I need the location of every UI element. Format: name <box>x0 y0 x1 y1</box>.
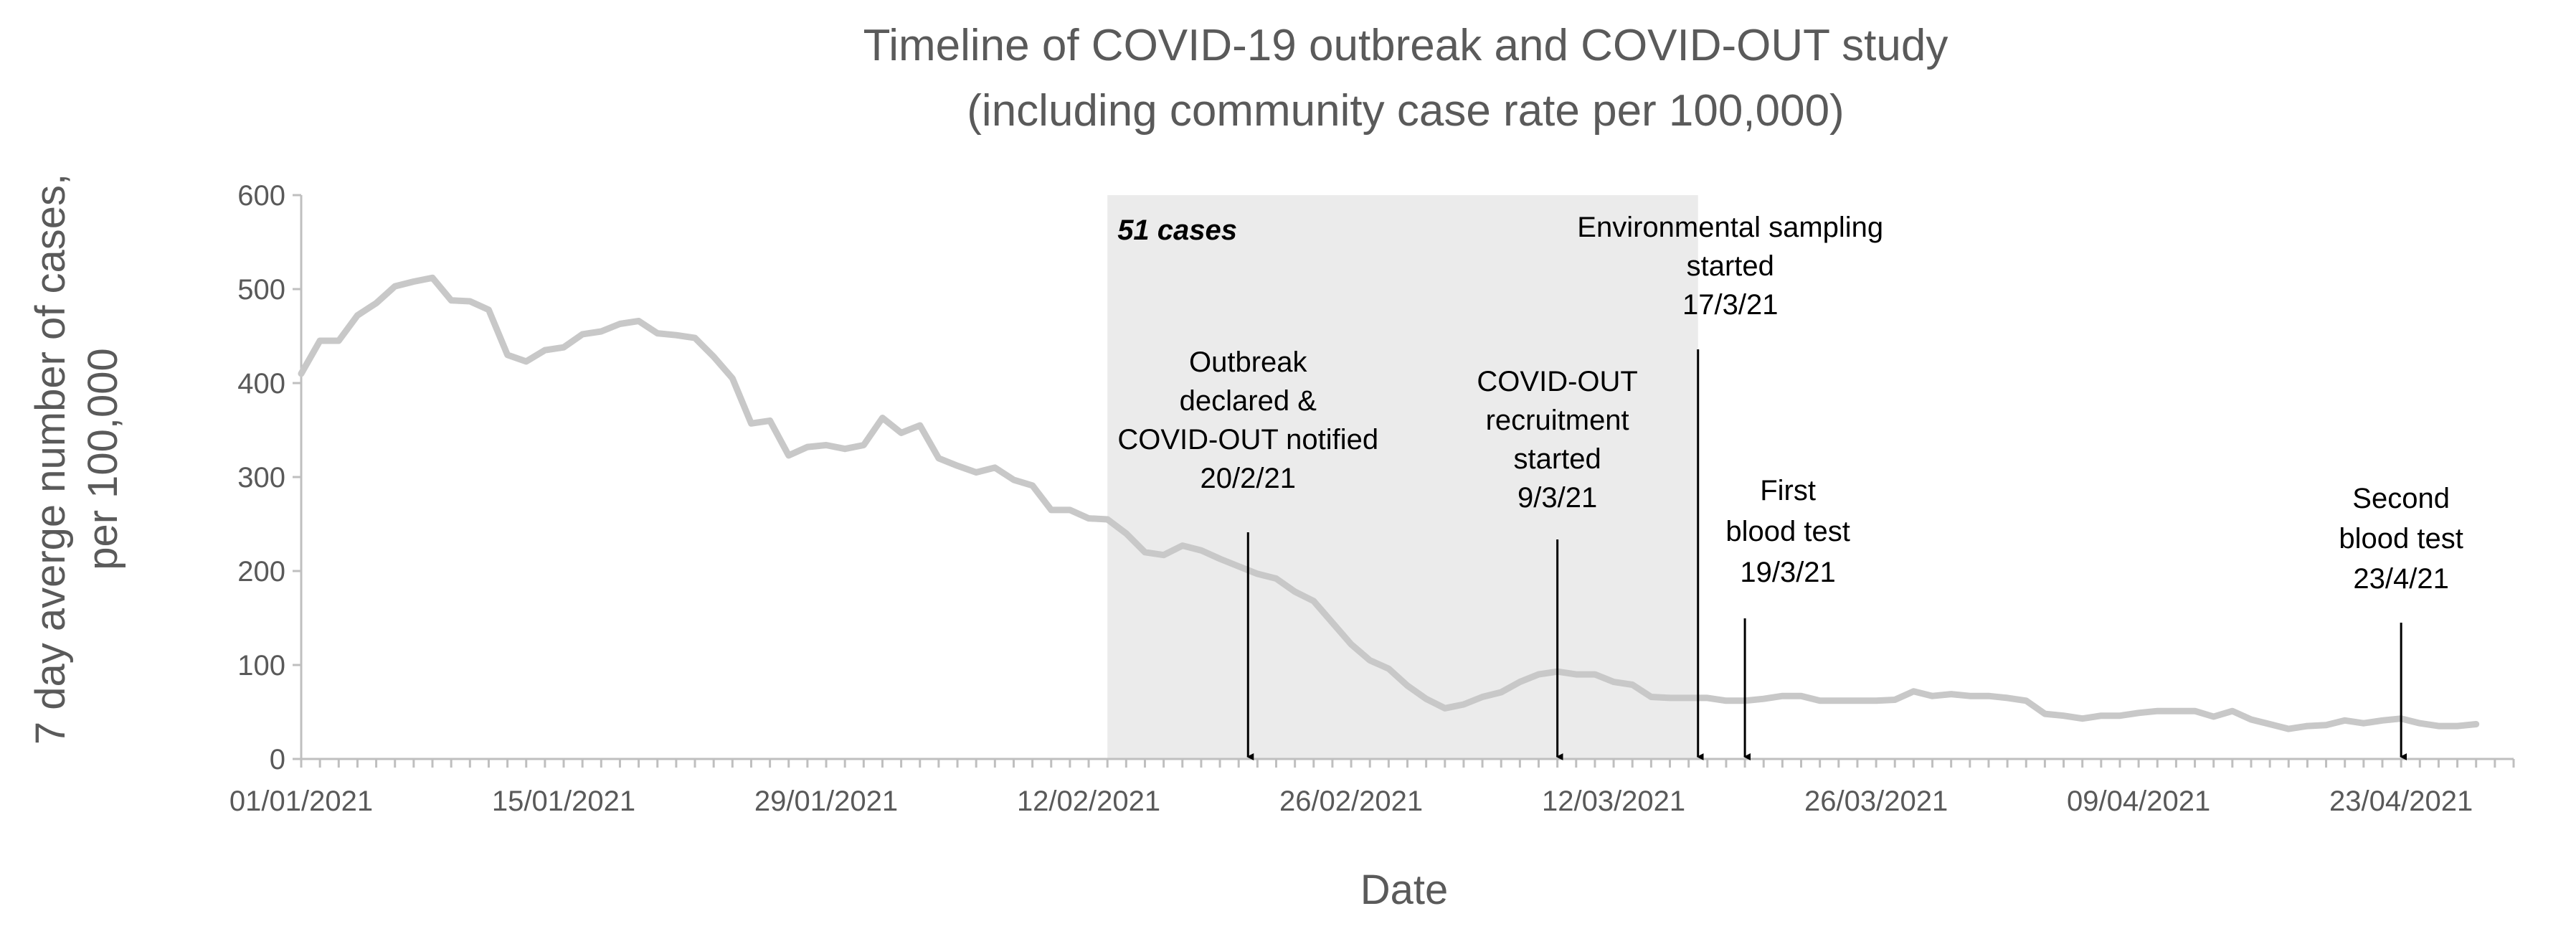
outbreak-shaded-region: 51 cases <box>1107 195 1698 759</box>
y-axis-title: 7 day averge number of cases, per 100,00… <box>27 174 126 745</box>
annotation-label: declared & <box>1180 385 1317 417</box>
annotations: Outbreak declared & COVID-OUT notified 20/2… <box>1117 212 2463 760</box>
x-tick-label: 26/03/2021 <box>1804 786 1948 817</box>
y-tick-label: 400 <box>237 368 285 400</box>
y-tick-label: 500 <box>237 274 285 306</box>
x-tick-label: 26/02/2021 <box>1279 786 1423 817</box>
annotation-label: blood test <box>1725 516 1850 547</box>
annotation-label: started <box>1514 443 1601 475</box>
y-tick-label: 300 <box>237 462 285 494</box>
series <box>298 274 2480 732</box>
annotation-label: COVID-OUT notified <box>1117 424 1378 456</box>
annotation-label: recruitment <box>1486 405 1629 436</box>
annotation-label: started <box>1687 250 1774 282</box>
annotation-label: 19/3/21 <box>1740 557 1835 588</box>
x-tick-label: 23/04/2021 <box>2329 786 2473 817</box>
chart-title-line-2: (including community case rate per 100,0… <box>967 86 1844 136</box>
y-tick-label: 600 <box>237 180 285 212</box>
x-tick-label: 29/01/2021 <box>754 786 898 817</box>
shaded-region-rect <box>1107 195 1698 759</box>
x-tick-label: 12/02/2021 <box>1017 786 1160 817</box>
annotation-label: First <box>1760 475 1816 506</box>
x-tick-label: 01/01/2021 <box>229 786 373 817</box>
case-rate-series-line <box>298 274 2480 732</box>
annotation-label: COVID-OUT <box>1477 366 1637 397</box>
x-tick-label: 15/01/2021 <box>492 786 635 817</box>
y-axis-title-line-2: per 100,000 <box>80 348 126 570</box>
chart-title-line-1: Timeline of COVID-19 outbreak and COVID-… <box>863 21 1948 70</box>
chart-title: Timeline of COVID-19 outbreak and COVID-… <box>863 21 1948 136</box>
x-axis-title: Date <box>1360 867 1449 913</box>
x-tick-label: 09/04/2021 <box>2067 786 2210 817</box>
annotation-label: Second <box>2352 483 2450 514</box>
annotation-label: Outbreak <box>1189 346 1308 378</box>
annotation-label: 20/2/21 <box>1201 463 1296 494</box>
y-axis-title-line-1: 7 day averge number of cases, <box>27 174 74 745</box>
annotation-label: 23/4/21 <box>2353 563 2448 595</box>
annotation-label: 17/3/21 <box>1682 289 1778 321</box>
annotation-label: 9/3/21 <box>1517 482 1597 514</box>
shaded-region-label: 51 cases <box>1117 214 1237 246</box>
y-tick-label: 0 <box>270 744 285 775</box>
annotation-label: Environmental sampling <box>1577 212 1883 243</box>
x-tick-label: 12/03/2021 <box>1542 786 1685 817</box>
axes: 0 100 200 300 400 500 600 01/01/2021 15/01/2021 2… <box>229 180 2515 817</box>
y-tick-label: 200 <box>237 556 285 588</box>
y-tick-label: 100 <box>237 650 285 681</box>
annotation-label: blood test <box>2339 523 2463 555</box>
